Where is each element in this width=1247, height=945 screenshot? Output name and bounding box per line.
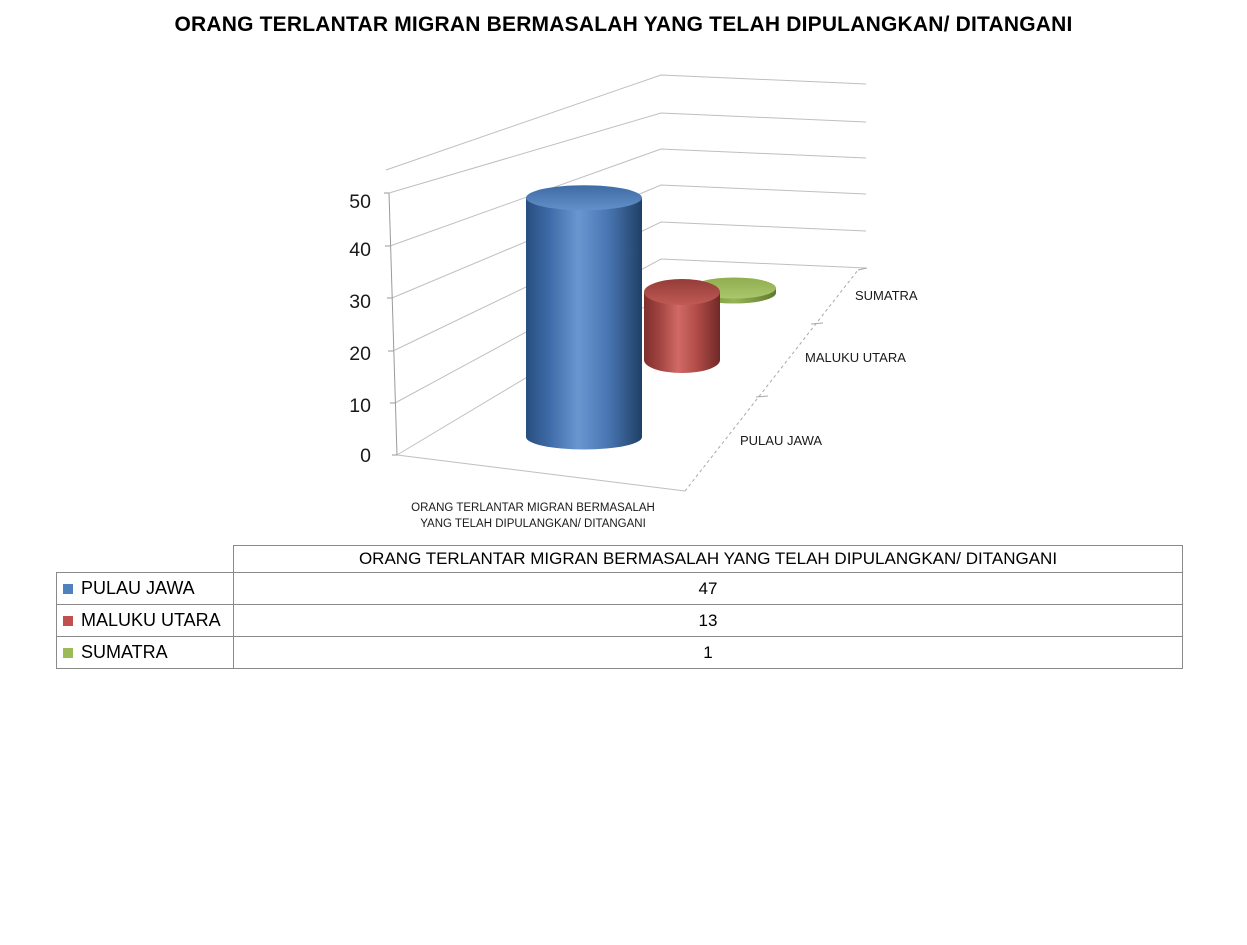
gridline [388, 112, 867, 194]
legend-cell-pulau-jawa: PULAU JAWA [56, 572, 234, 605]
value-cell-maluku-utara: 13 [233, 604, 1183, 637]
gridline [389, 148, 867, 247]
cylinder-top [526, 185, 642, 211]
table-row: PULAU JAWA 47 [56, 572, 1183, 605]
gridline [392, 221, 867, 352]
table-row: SUMATRA 1 [56, 636, 1183, 669]
depth-axis-labels: PULAU JAWA MALUKU UTARA SUMATRA [740, 288, 918, 448]
value-axis [384, 192, 398, 456]
gridline [391, 184, 867, 299]
data-table: ORANG TERLANTAR MIGRAN BERMASALAH YANG T… [56, 545, 1183, 669]
legend-swatch-sumatra-icon [63, 648, 73, 658]
tick-label-0: 0 [360, 445, 371, 467]
legend-cell-maluku-utara: MALUKU UTARA [56, 604, 234, 637]
tick-label-40: 40 [349, 239, 371, 261]
legend-swatch-pulau-jawa-icon [63, 584, 73, 594]
value-cell-sumatra: 1 [233, 636, 1183, 669]
legend-swatch-maluku-utara-icon [63, 616, 73, 626]
tick-label-10: 10 [349, 395, 371, 417]
category-axis-title-line2: YANG TELAH DIPULANGKAN/ DITANGANI [420, 518, 646, 530]
floor-front-edge [396, 454, 686, 492]
value-axis-tick-labels: 50 40 30 20 10 0 [349, 191, 371, 467]
tick-label-20: 20 [349, 343, 371, 365]
value-cell-pulau-jawa: 47 [233, 572, 1183, 605]
table-header-row: ORANG TERLANTAR MIGRAN BERMASALAH YANG T… [57, 545, 1183, 573]
legend-label: MALUKU UTARA [81, 610, 221, 630]
cylinder-series [526, 185, 776, 450]
category-label-maluku-utara: MALUKU UTARA [805, 350, 906, 365]
cylinder-body [644, 292, 720, 373]
chart-title: ORANG TERLANTAR MIGRAN BERMASALAH YANG T… [174, 13, 1073, 36]
table-row: MALUKU UTARA 13 [56, 604, 1183, 637]
category-axis-title-line1: ORANG TERLANTAR MIGRAN BERMASALAH [411, 502, 655, 514]
legend-label: PULAU JAWA [81, 578, 195, 598]
depth-axis [684, 267, 868, 492]
legend-cell-sumatra: SUMATRA [56, 636, 234, 669]
table-header-spacer [57, 546, 234, 573]
category-label-pulau-jawa: PULAU JAWA [740, 433, 822, 448]
category-label-sumatra: SUMATRA [855, 288, 918, 303]
gridline [385, 74, 867, 171]
table-header-cell: ORANG TERLANTAR MIGRAN BERMASALAH YANG T… [233, 545, 1183, 573]
legend-label: SUMATRA [81, 642, 168, 662]
tick-label-30: 30 [349, 291, 371, 313]
gridline [394, 258, 867, 404]
tick-label-50: 50 [349, 191, 371, 213]
cylinder-top [644, 279, 720, 306]
cylinder-body [526, 197, 642, 450]
category-axis-title: ORANG TERLANTAR MIGRAN BERMASALAH YANG T… [411, 502, 655, 530]
